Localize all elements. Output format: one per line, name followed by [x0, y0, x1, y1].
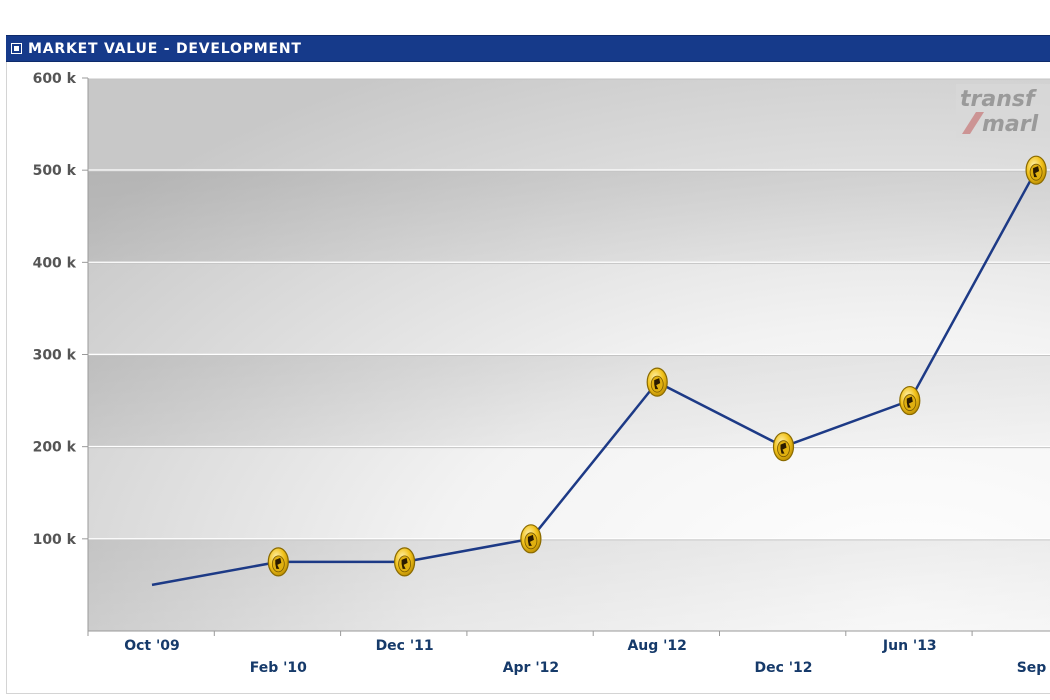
- club-crest-icon: [527, 534, 534, 546]
- x-tick-label: Oct '09: [124, 638, 180, 654]
- club-crest-icon: [780, 442, 787, 454]
- club-crest-icon: [654, 378, 661, 390]
- y-tick-label: 100 k: [33, 532, 77, 548]
- y-tick-label: 600 k: [33, 71, 77, 87]
- x-tick-label: Dec '12: [754, 660, 812, 676]
- data-point-crest: [646, 367, 668, 397]
- watermark-logo: transf marl: [956, 84, 1050, 138]
- data-point-crest: [520, 524, 542, 554]
- x-tick-label: Apr '12: [503, 660, 559, 676]
- data-point-crest: [772, 432, 795, 462]
- panel-toggle-icon[interactable]: [11, 43, 22, 54]
- x-tick-label: Aug '12: [627, 638, 686, 654]
- data-point-crest: [899, 385, 921, 416]
- club-crest-icon: [906, 396, 913, 408]
- x-tick-label: Feb '10: [250, 660, 307, 676]
- watermark-line2: marl: [982, 112, 1039, 137]
- plot-band: [88, 354, 1050, 447]
- x-tick-label: Dec '11: [376, 638, 434, 654]
- panel-title: MARKET VALUE - DEVELOPMENT: [28, 40, 302, 57]
- y-tick-label: 300 k: [33, 348, 77, 364]
- plot-band: [88, 538, 1050, 631]
- y-tick-label: 200 k: [33, 440, 77, 456]
- watermark-line1: transf: [960, 87, 1037, 112]
- data-point-crest: [267, 547, 289, 577]
- club-crest-icon: [401, 557, 408, 569]
- market-value-line: [151, 169, 1038, 587]
- x-tick-label: Sep ': [1017, 660, 1050, 676]
- data-point-crest: [394, 547, 416, 577]
- club-crest-icon: [1033, 166, 1040, 178]
- plot-band: [88, 170, 1050, 263]
- data-point-crest: [1025, 155, 1047, 185]
- club-crest-icon: [275, 557, 282, 569]
- x-tick-label: Jun '13: [882, 638, 937, 654]
- y-tick-label: 500 k: [33, 163, 77, 179]
- panel-header: MARKET VALUE - DEVELOPMENT: [6, 35, 1050, 62]
- y-tick-label: 400 k: [33, 255, 77, 271]
